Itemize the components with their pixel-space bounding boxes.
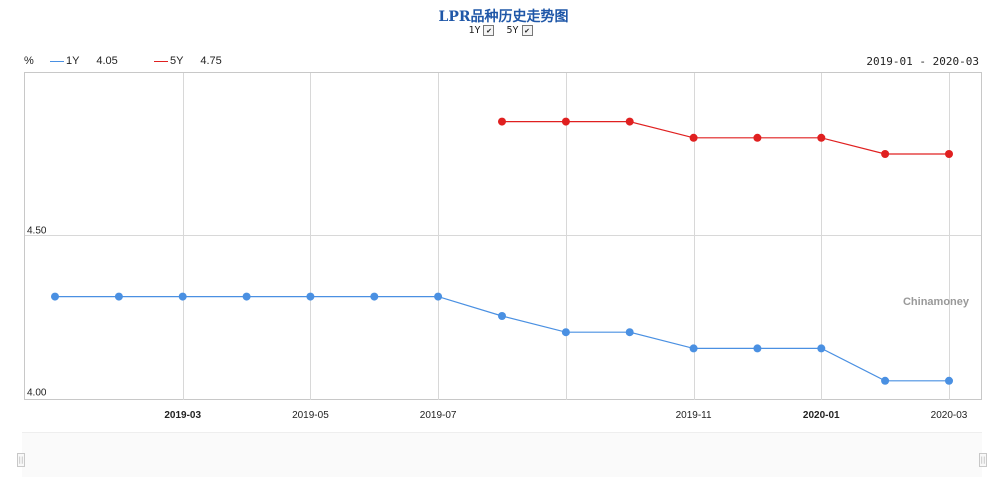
y-axis: 4.00 4.50 xyxy=(25,226,981,399)
x-tick-label-2019-11: 2019-11 xyxy=(676,410,712,421)
data-point-1Y-2019-09 xyxy=(561,328,570,337)
data-point-5Y-2019-08 xyxy=(498,117,506,126)
series-group xyxy=(51,117,953,385)
data-point-5Y-2020-02 xyxy=(881,150,890,158)
toggle-5y-checkbox[interactable]: ✔ xyxy=(521,25,533,36)
data-point-1Y-2019-12 xyxy=(753,344,762,353)
data-point-5Y-2019-11 xyxy=(689,133,698,142)
data-point-1Y-2019-06 xyxy=(370,292,379,301)
data-point-5Y-2020-01 xyxy=(817,133,826,142)
x-tick-label-2019-07: 2019-07 xyxy=(420,410,457,421)
x-axis: 2019-03 2019-05 2019-07 2019-11 2020-01 2020-… xyxy=(164,410,967,421)
series-toggles: 1Y ✔ 5Y ✔ xyxy=(0,25,1007,36)
legend-value-1y: 4.05 xyxy=(96,55,118,67)
plot-border xyxy=(24,72,982,400)
data-point-5Y-2019-09 xyxy=(561,117,570,126)
navigator-right-handle[interactable]: || xyxy=(979,453,987,467)
chart-title: LPR品种历史走势图 xyxy=(438,9,569,25)
data-point-1Y-2019-03 xyxy=(178,292,187,301)
range-navigator[interactable]: || || xyxy=(17,432,987,477)
data-point-1Y-2019-07 xyxy=(434,292,443,301)
x-tick-label-2019-03: 2019-03 xyxy=(164,410,201,421)
series-line-1Y xyxy=(55,296,949,382)
legend-unit: % xyxy=(24,55,34,67)
navigator-left-handle[interactable]: || xyxy=(17,453,25,467)
data-point-5Y-2019-12 xyxy=(753,133,762,142)
series-line-5Y xyxy=(502,120,949,155)
data-point-1Y-2019-04 xyxy=(242,292,251,301)
x-tick-label-2020-01: 2020-01 xyxy=(803,410,840,421)
date-range: 2019-01 - 2020-03 xyxy=(866,55,979,68)
data-point-1Y-2019-08 xyxy=(498,312,506,320)
data-point-1Y-2019-11 xyxy=(689,344,698,353)
data-point-5Y-2019-10 xyxy=(625,117,634,126)
legend-swatch-5y xyxy=(154,60,168,62)
legend-item-1y[interactable]: 1Y 4.05 xyxy=(50,55,118,67)
data-point-1Y-2020-02 xyxy=(881,376,890,385)
line-chart: 4.00 4.50 2019-03 2019-05 2019-07 2019-11 202… xyxy=(24,72,982,421)
y-tick-label-4.00: 4.00 xyxy=(27,388,47,399)
x-tick-label-2019-05: 2019-05 xyxy=(292,410,329,421)
legend-name-5y: 5Y xyxy=(170,55,184,67)
watermark: Chinamoney xyxy=(903,296,970,308)
data-point-1Y-2019-05 xyxy=(306,292,315,301)
data-point-1Y-2020-01 xyxy=(817,344,826,353)
data-point-1Y-2019-02 xyxy=(114,292,123,301)
legend-name-1y: 1Y xyxy=(66,55,80,67)
x-tick-label-2020-03: 2020-03 xyxy=(931,410,968,421)
legend-value-5y: 4.75 xyxy=(200,55,222,67)
data-point-1Y-2019-01 xyxy=(51,292,59,301)
toggle-1y-checkbox[interactable]: ✔ xyxy=(483,25,495,36)
toggle-5y-label: 5Y xyxy=(506,25,519,36)
legend-item-5y[interactable]: 5Y 4.75 xyxy=(154,55,222,67)
data-point-1Y-2020-03 xyxy=(945,376,953,385)
data-point-5Y-2020-03 xyxy=(945,150,953,158)
legend-swatch-1y xyxy=(50,60,64,62)
data-point-1Y-2019-10 xyxy=(625,328,634,337)
toggle-1y-label: 1Y xyxy=(468,25,481,36)
y-tick-label-4.50: 4.50 xyxy=(27,226,47,237)
